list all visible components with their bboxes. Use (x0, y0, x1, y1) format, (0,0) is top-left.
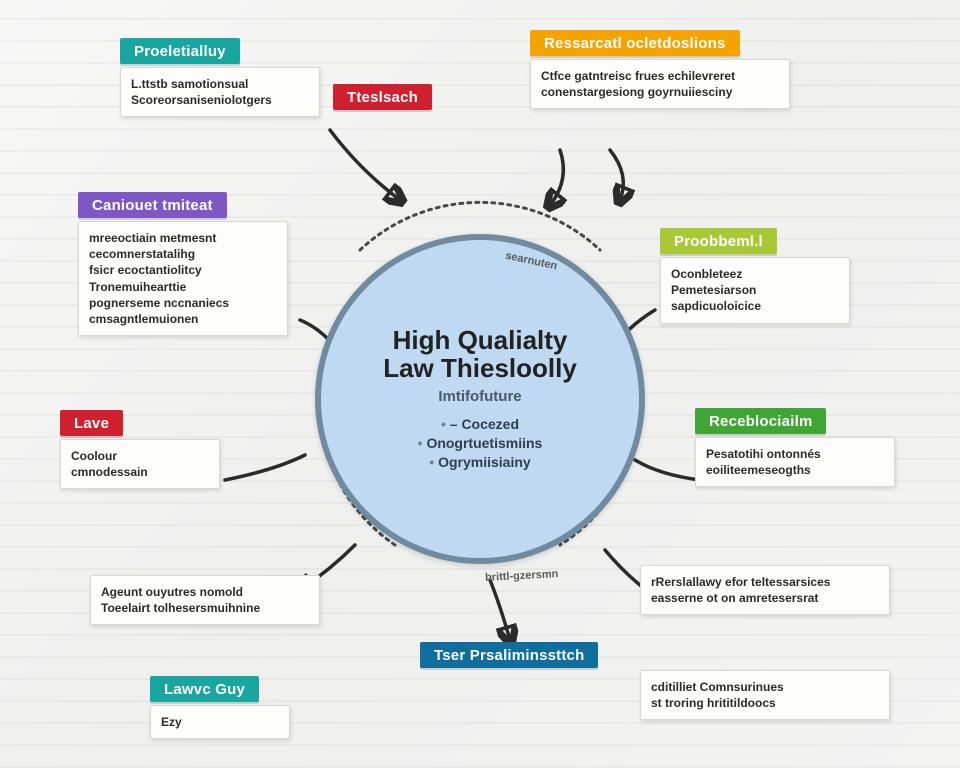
connector (610, 150, 623, 200)
node-body-line: easserne ot on amretesersrat (651, 590, 879, 606)
node-body: OconbleteezPemetesiarsonsapdicuoloicice (660, 257, 850, 324)
node-header: Caniouet tmiteat (78, 192, 227, 218)
node-body-line: cmnodessain (71, 464, 209, 480)
hub-title-line2: Law Thiesloolly (383, 355, 577, 382)
node-n6: Lave Coolourcmnodessain (60, 410, 220, 489)
node-body-line: Ctfce gatntreisc frues echilevreret (541, 68, 779, 84)
node-n12: cditilliet Comnsurinuesst troring hritit… (640, 670, 890, 720)
node-header: Lave (60, 410, 123, 436)
node-body-line: Pemetesiarson (671, 282, 839, 298)
node-body: cditilliet Comnsurinuesst troring hritit… (640, 670, 890, 720)
node-body-line: cditilliet Comnsurinues (651, 679, 879, 695)
node-body-line: fsicr ecoctantiolitcy (89, 262, 277, 278)
node-body-line: cmsagntlemuionen (89, 311, 277, 327)
diagram-stage: High Qualialty Law Thiesloolly Imtifofut… (0, 0, 960, 768)
node-body-line: cecomnerstatalihg (89, 246, 277, 262)
node-n3: Ressarcatl ocletdoslions Ctfce gatntreisc… (530, 30, 790, 109)
center-hub: High Qualialty Law Thiesloolly Imtifofut… (315, 234, 645, 564)
node-body-line: sapdicuoloicice (671, 298, 839, 314)
node-body: Pesatotihi ontonnéseoiliteemeseogths (695, 437, 895, 487)
node-body-line: eoiliteemeseogths (706, 462, 884, 478)
node-body: Ctfce gatntreisc frues echilevreretconen… (530, 59, 790, 109)
hub-subtitle: Imtifofuture (438, 388, 521, 405)
node-body-line: Ezy (161, 714, 279, 730)
node-body-line: Oconbleteez (671, 266, 839, 282)
node-body: Coolourcmnodessain (60, 439, 220, 489)
node-n2: Tteslsach (333, 84, 453, 113)
node-body-line: conenstargesiong goyrnuiiesciny (541, 84, 779, 100)
hub-bullet: Onogrtuetismiins (418, 434, 543, 453)
node-body-line: mreeoctiain metmesnt (89, 230, 277, 246)
node-body-line: pognerseme nccnaniecs (89, 295, 277, 311)
connector (490, 580, 510, 640)
node-n7: Receblociailm Pesatotihi ontonnéseoilitee… (695, 408, 895, 487)
hub-title-line1: High Qualialty (393, 327, 568, 354)
connector (225, 455, 305, 480)
node-n5: Proobbeml.l OconbleteezPemetesiarsonsapdi… (660, 228, 850, 324)
node-n8: Ageunt ouyutres nomoldToeelairt tolheser… (90, 575, 320, 625)
node-body-line: L.ttstb samotionsual (131, 76, 309, 92)
ring-label: brittl-gzersmn (485, 568, 559, 584)
node-body-line: st troring hrititildoocs (651, 695, 879, 711)
node-header: Tser Prsaliminssttch (420, 642, 598, 668)
node-n9: Lawvc Guy Ezy (150, 676, 290, 739)
node-header: Lawvc Guy (150, 676, 259, 702)
node-header: Ressarcatl ocletdoslions (530, 30, 740, 56)
node-body: mreeoctiain metmesntcecomnerstatalihgfsi… (78, 221, 288, 336)
hub-bullet: – Cocezed (418, 415, 543, 434)
connector (550, 150, 563, 205)
node-header: Proeletialluy (120, 38, 240, 64)
node-header: Proobbeml.l (660, 228, 777, 254)
hub-bullets: – Cocezed Onogrtuetismiins Ogrymiisiainy (418, 415, 543, 472)
node-body: L.ttstb samotionsualScoreorsaniseniolotg… (120, 67, 320, 117)
node-body-line: rRerslallawy efor teltessarsices (651, 574, 879, 590)
node-n1: Proeletialluy L.ttstb samotionsualScoreor… (120, 38, 320, 117)
node-header: Receblociailm (695, 408, 826, 434)
connector (635, 460, 700, 480)
connector (330, 130, 400, 200)
node-body-line: Coolour (71, 448, 209, 464)
node-body-line: Ageunt ouyutres nomold (101, 584, 309, 600)
node-header: Tteslsach (333, 84, 432, 110)
node-n10: Tser Prsaliminssttch (420, 642, 610, 671)
node-n11: rRerslallawy efor teltessarsiceseasserne… (640, 565, 890, 615)
node-body: rRerslallawy efor teltessarsiceseasserne… (640, 565, 890, 615)
node-body: Ezy (150, 705, 290, 739)
hub-bullet: Ogrymiisiainy (418, 453, 543, 472)
node-n4: Caniouet tmiteat mreeoctiain metmesntceco… (78, 192, 288, 336)
node-body-line: Tronemuihearttie (89, 279, 277, 295)
node-body: Ageunt ouyutres nomoldToeelairt tolheser… (90, 575, 320, 625)
node-body-line: Toeelairt tolhesersmuihnine (101, 600, 309, 616)
node-body-line: Pesatotihi ontonnés (706, 446, 884, 462)
node-body-line: Scoreorsaniseniolotgers (131, 92, 309, 108)
